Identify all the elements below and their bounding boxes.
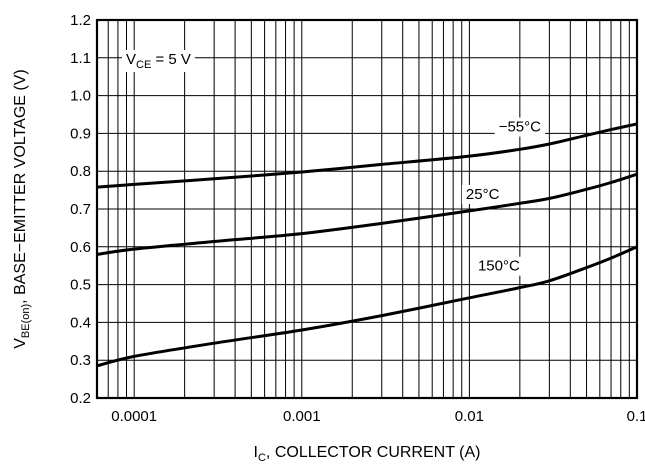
- series-line-2: [96, 245, 638, 368]
- y-tick-label: 0.5: [70, 277, 91, 294]
- series-label-2: 150°C: [478, 258, 520, 275]
- y-tick-label: 0.4: [70, 314, 91, 331]
- y-tick-label: 0.8: [70, 163, 91, 180]
- y-tick-label: 0.9: [70, 125, 91, 142]
- plot-frame: [95, 18, 639, 400]
- plot-border: [95, 18, 639, 400]
- series-label-1: 25°C: [466, 186, 500, 203]
- tick-labels: 0.2 0.3 0.4 0.5 0.6 0.7 0.8 0.9 1.0 1.1 1.2 0.0001 0…: [70, 12, 645, 425]
- series-line-1: [96, 172, 638, 256]
- condition-label-bg: [122, 50, 195, 72]
- y-tick-label: 1.1: [70, 50, 91, 67]
- y-tick-label: 0.2: [70, 390, 91, 407]
- x-axis-title: IC, COLLECTOR CURRENT (A): [254, 444, 481, 464]
- series-labels: −55°C 25°C 150°C: [461, 117, 546, 276]
- y-tick-label: 1.2: [70, 12, 91, 29]
- y-tick-label: 1.0: [70, 88, 91, 105]
- y-tick-label: 0.3: [70, 352, 91, 369]
- curves: [96, 122, 638, 368]
- condition-label-group: VCE = 5 V: [122, 50, 195, 72]
- y-axis-title: VBE(on), BASE−EMITTER VOLTAGE (V): [12, 69, 32, 348]
- axis-titles: IC, COLLECTOR CURRENT (A) VBE(on), BASE−E…: [12, 69, 480, 464]
- x-tick-label: 0.1: [627, 408, 645, 425]
- condition-label: VCE = 5 V: [126, 51, 191, 71]
- series-label-0: −55°C: [499, 119, 541, 136]
- x-tick-label: 0.01: [455, 408, 484, 425]
- series-line-0: [96, 122, 638, 189]
- series-label-bg: [473, 256, 525, 276]
- series-label-bg: [461, 184, 504, 204]
- y-tick-label: 0.7: [70, 201, 91, 218]
- grid: [96, 19, 638, 399]
- y-tick-label: 0.6: [70, 239, 91, 256]
- series-label-bg: [494, 117, 546, 137]
- x-tick-label: 0.0001: [111, 408, 157, 425]
- x-tick-label: 0.001: [283, 408, 321, 425]
